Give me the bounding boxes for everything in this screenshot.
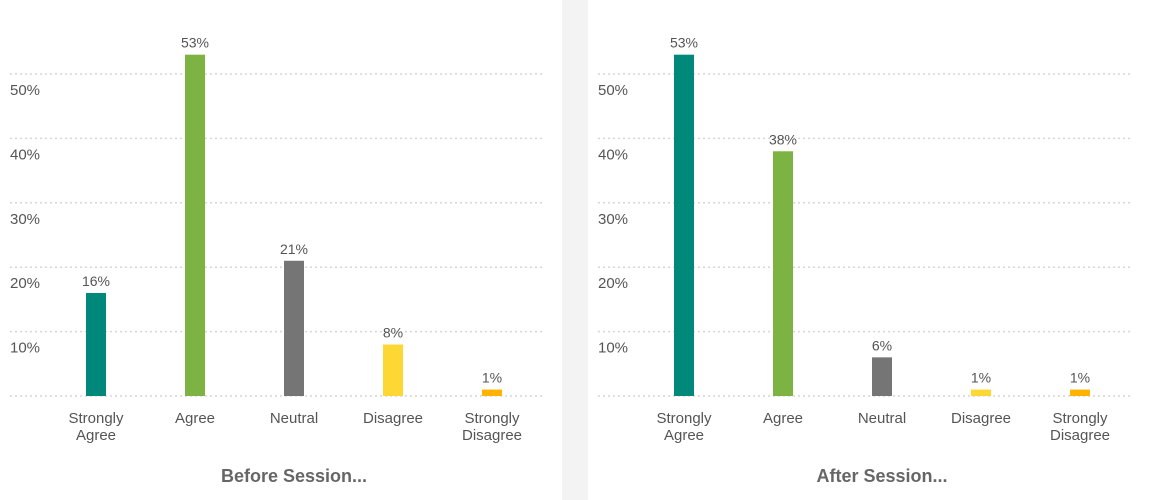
data-label-strongly-agree: 53% [670,35,698,51]
bar-neutral [284,260,304,396]
y-tick-label: 50% [10,82,40,99]
data-label-strongly-agree: 16% [82,273,110,289]
bar-strongly-disagree [1070,389,1090,396]
data-label-strongly-disagree: 1% [482,370,502,386]
y-tick-label: 40% [10,146,40,163]
x-label-neutral: Neutral [858,410,906,427]
data-label-strongly-disagree: 1% [1070,370,1090,386]
before-session-chart: 10% 20% 30% 40% 50% 16% Strongly Agree 53% Agree 2… [10,35,542,486]
y-tick-label: 30% [598,211,628,228]
x-label-neutral: Neutral [270,410,318,427]
bar-strongly-agree [86,292,106,396]
x-label-disagree: Disagree [951,410,1011,427]
data-label-agree: 53% [181,35,209,51]
bar-neutral [872,357,892,396]
y-tick-label: 10% [598,340,628,357]
y-tick-label: 30% [10,211,40,228]
bar-disagree [971,389,991,396]
bar-agree [773,151,793,396]
x-label-strongly-disagree: Strongly Disagree [462,410,522,444]
data-label-disagree: 1% [971,370,991,386]
y-tick-label: 20% [10,275,40,292]
x-label-strongly-disagree: Strongly Disagree [1050,410,1110,444]
data-label-disagree: 8% [383,324,403,340]
chart-panel-before: 10% 20% 30% 40% 50% 16% Strongly Agree 53% Agree 2… [0,0,562,500]
y-tick-label: 10% [10,340,40,357]
data-label-agree: 38% [769,131,797,147]
data-label-neutral: 21% [280,241,308,257]
x-label-agree: Agree [763,410,803,427]
x-label-strongly-agree: Strongly Agree [68,410,124,444]
y-tick-label: 50% [598,82,628,99]
bar-strongly-agree [674,54,694,397]
chart-panel-after: 10% 20% 30% 40% 50% 53% Strongly Agree 38% Agree 6… [588,0,1150,500]
after-session-chart: 10% 20% 30% 40% 50% 53% Strongly Agree 38% Agree 6… [598,35,1130,486]
chart-title: After Session... [816,466,947,486]
y-tick-label: 20% [598,275,628,292]
chart-title: Before Session... [221,466,367,486]
y-tick-label: 40% [598,146,628,163]
data-label-neutral: 6% [872,337,892,353]
x-label-disagree: Disagree [363,410,423,427]
bar-disagree [383,344,403,396]
x-label-agree: Agree [175,410,215,427]
x-label-strongly-agree: Strongly Agree [656,410,712,444]
bar-agree [185,54,205,397]
bar-strongly-disagree [482,389,502,396]
